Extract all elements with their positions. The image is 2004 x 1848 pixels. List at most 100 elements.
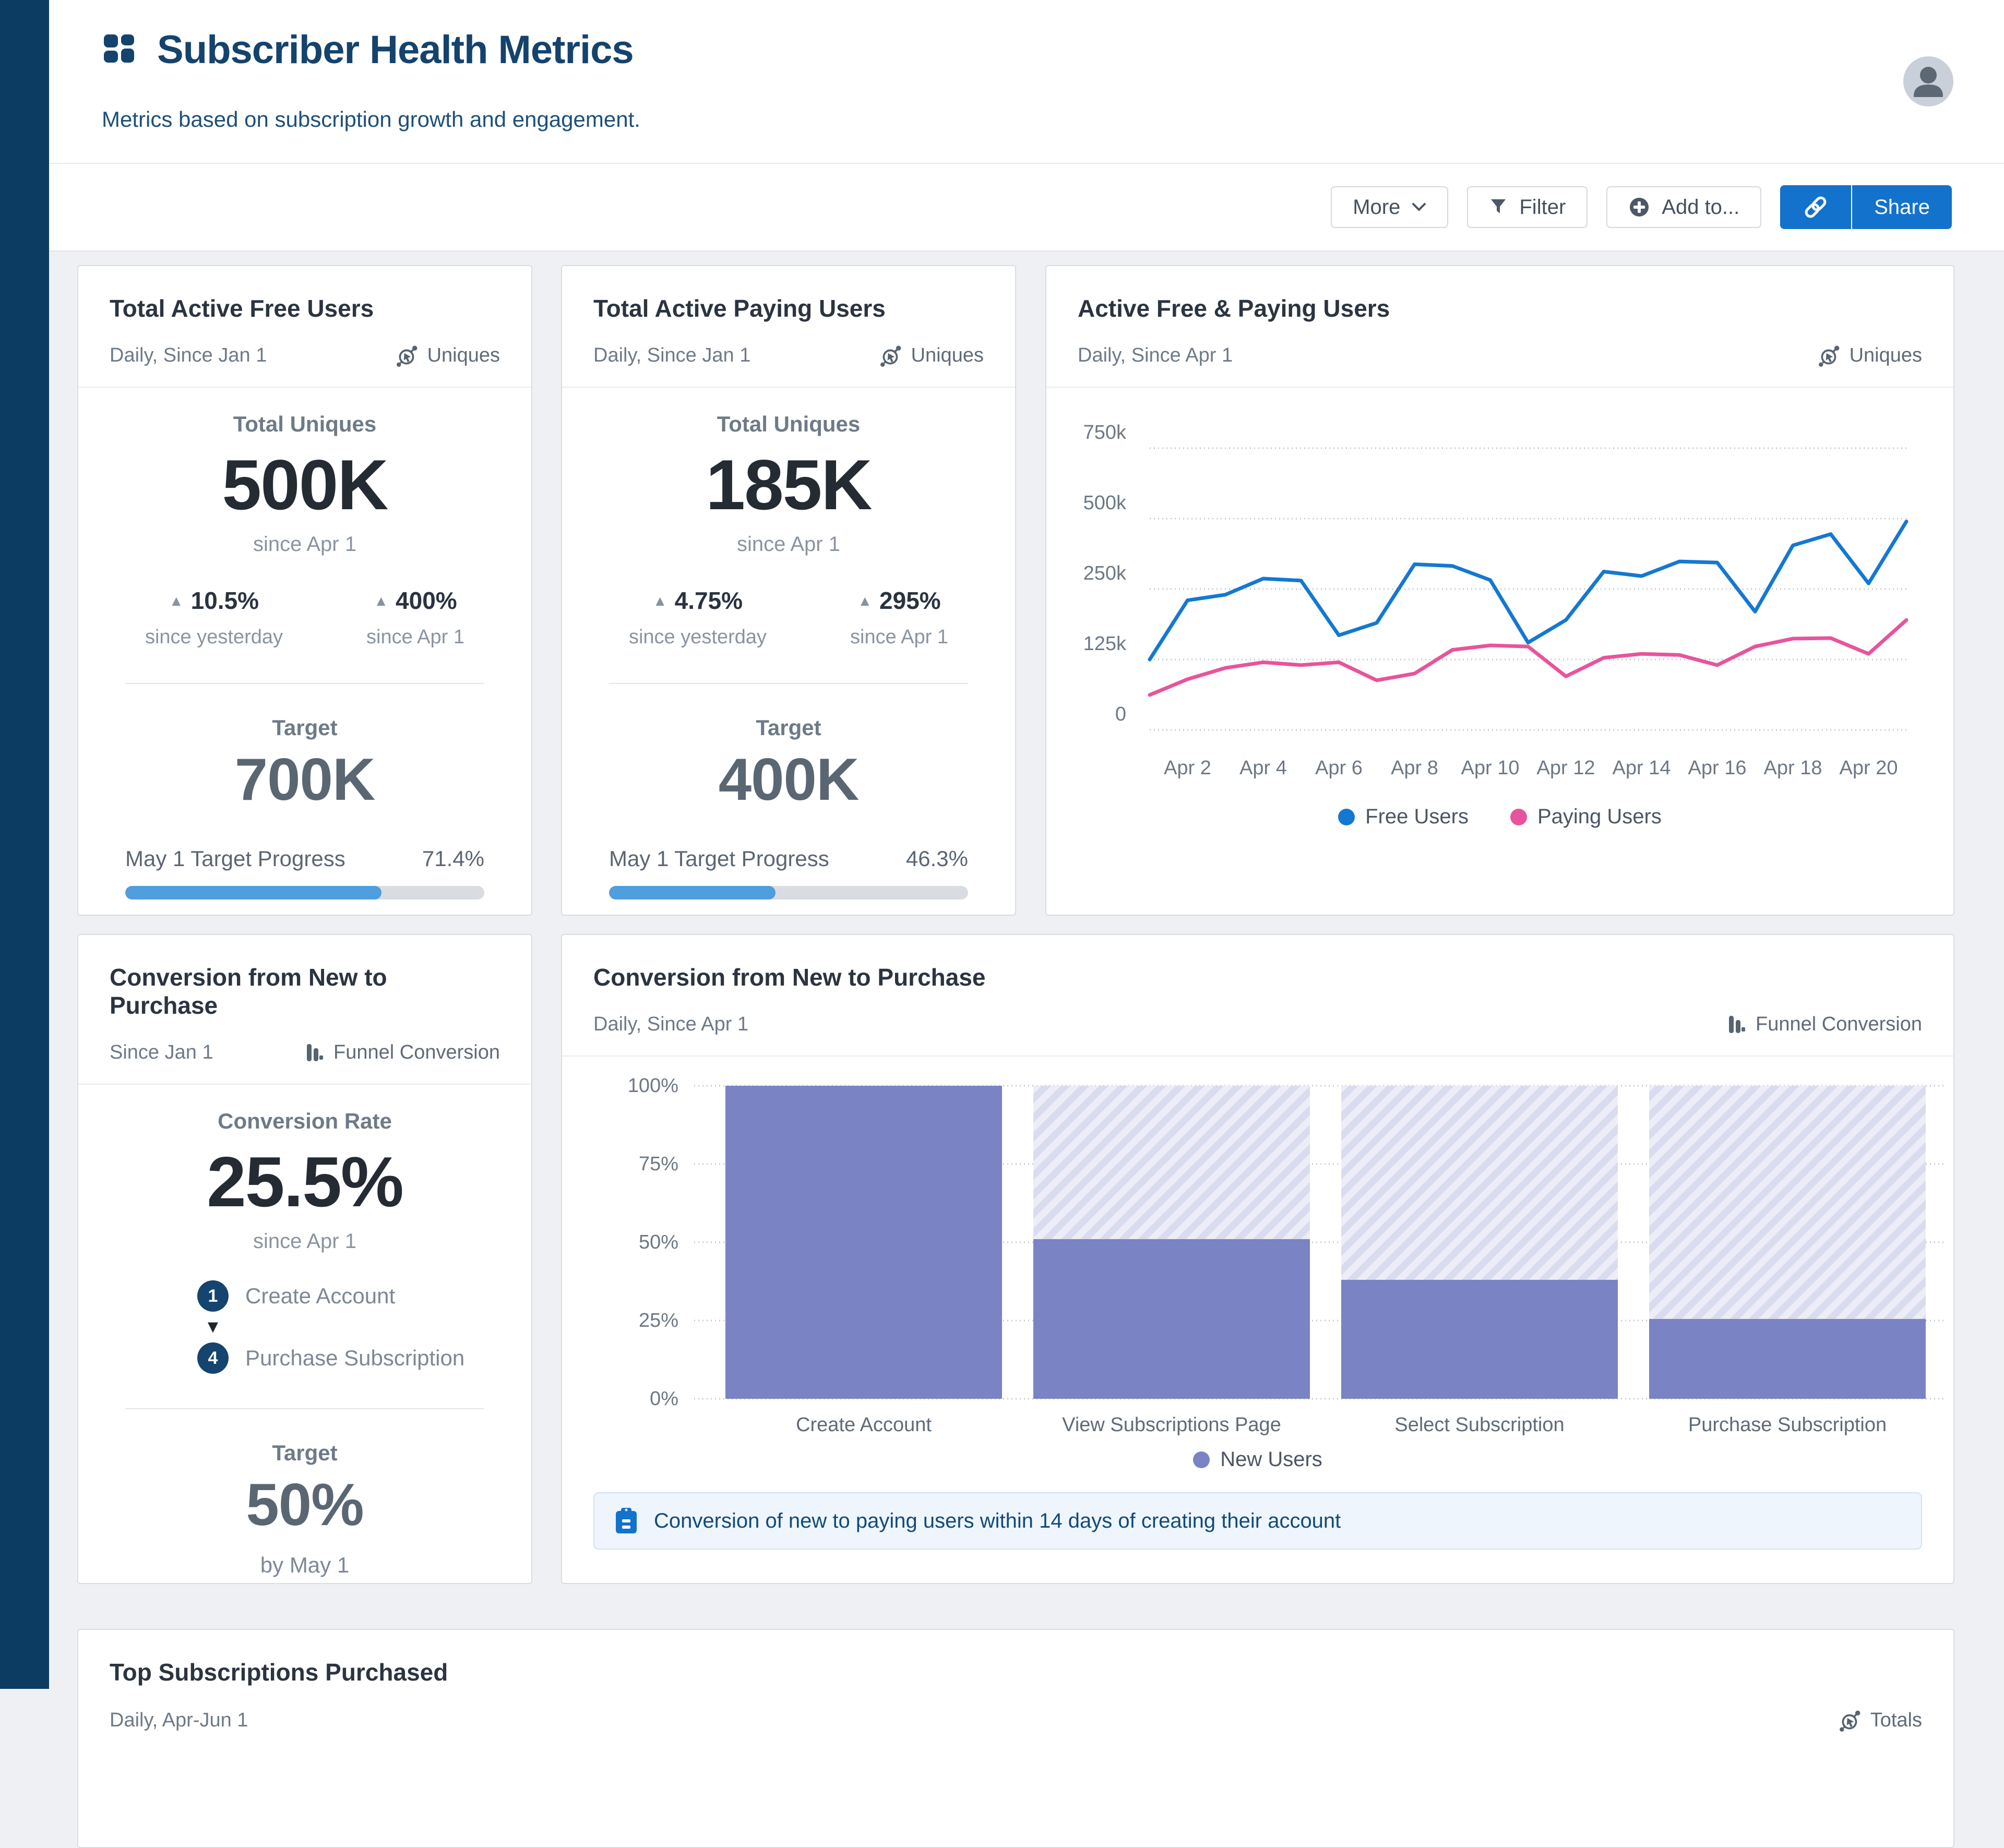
target-value: 50% (78, 1471, 531, 1539)
add-to-button[interactable]: Add to... (1606, 186, 1761, 228)
metric-since: since Apr 1 (562, 533, 1015, 556)
metric-value: 25.5% (78, 1141, 531, 1222)
progress-label: May 1 Target Progress (609, 846, 829, 871)
target-progress-bar (125, 886, 484, 899)
more-button[interactable]: More (1331, 186, 1448, 228)
share-split-button: Share (1780, 185, 1952, 229)
svg-text:Apr 12: Apr 12 (1537, 757, 1595, 779)
svg-text:Apr 2: Apr 2 (1164, 757, 1211, 779)
divider (609, 683, 968, 684)
card-header: Top Subscriptions Purchased Daily, Apr-J… (78, 1630, 1953, 1751)
svg-text:Create Account: Create Account (796, 1414, 932, 1436)
uniques-badge: Uniques (880, 344, 984, 367)
metric-since: since Apr 1 (78, 533, 531, 556)
funnel-conversion-icon (304, 1042, 324, 1064)
filter-button[interactable]: Filter (1467, 186, 1588, 228)
legend-label: Paying Users (1537, 805, 1662, 829)
person-icon (1903, 56, 1953, 106)
card-title: Total Active Free Users (110, 294, 500, 322)
card-total-active-paying-users[interactable]: Total Active Paying Users Daily, Since J… (561, 265, 1016, 916)
delta-since-apr1: ▲295% since Apr 1 (850, 586, 948, 649)
delta-since-yesterday: ▲4.75% since yesterday (629, 586, 767, 649)
svg-text:Apr 10: Apr 10 (1461, 757, 1520, 779)
card-meta: Daily, Since Jan 1 (593, 344, 750, 367)
uniques-icon (396, 345, 418, 367)
step-number-badge: 4 (197, 1342, 229, 1374)
down-triangle-icon: ▼ (197, 1317, 229, 1337)
card-meta: Daily, Since Apr 1 (593, 1013, 748, 1036)
funnel-step-1: 1 Create Account (197, 1280, 531, 1312)
funnel-conversion-badge: Funnel Conversion (1726, 1013, 1922, 1036)
funnel-step-2: 4 Purchase Subscription (197, 1342, 531, 1374)
share-button-label: Share (1874, 196, 1930, 219)
more-button-label: More (1353, 196, 1400, 219)
add-to-button-label: Add to... (1662, 196, 1739, 219)
page-subtitle: Metrics based on subscription growth and… (102, 107, 640, 132)
card-header: Total Active Free Users Daily, Since Jan… (78, 266, 531, 388)
card-header: Active Free & Paying Users Daily, Since … (1046, 266, 1953, 388)
totals-badge: Totals (1839, 1709, 1922, 1732)
card-header: Conversion from New to Purchase Since Ja… (78, 935, 531, 1085)
svg-text:Apr 18: Apr 18 (1764, 757, 1822, 779)
divider (125, 683, 484, 684)
funnel-conversion-badge-label: Funnel Conversion (333, 1041, 500, 1064)
svg-text:0%: 0% (650, 1388, 678, 1410)
legend-item-new-users[interactable]: New Users (1193, 1448, 1322, 1471)
card-conversion-funnel-chart[interactable]: Conversion from New to Purchase Daily, S… (561, 934, 1954, 1584)
card-active-free-paying-users-chart[interactable]: Active Free & Paying Users Daily, Since … (1045, 265, 1954, 916)
svg-text:Apr 16: Apr 16 (1688, 757, 1747, 779)
page-title: Subscriber Health Metrics (157, 27, 634, 73)
up-triangle-icon: ▲ (169, 593, 184, 609)
line-chart-legend: Free Users Paying Users (1046, 805, 1953, 829)
target-label: Target (562, 715, 1015, 740)
divider (125, 1408, 484, 1409)
target-caption: by May 1 (78, 1553, 531, 1578)
legend-label: Free Users (1365, 805, 1469, 829)
metric-label: Total Uniques (562, 412, 1015, 437)
svg-text:25%: 25% (639, 1310, 678, 1331)
legend-dot-new-users (1193, 1451, 1210, 1468)
card-meta: Daily, Since Apr 1 (1078, 344, 1233, 367)
funnel-steps: 1 Create Account ▼ 4 Purchase Subscripti… (197, 1280, 531, 1374)
progress-label: May 1 Target Progress (125, 846, 345, 871)
metric-label: Conversion Rate (78, 1109, 531, 1134)
funnel-note: Conversion of new to paying users within… (593, 1492, 1922, 1550)
metric-value: 500K (78, 444, 531, 525)
card-conversion-kpi[interactable]: Conversion from New to Purchase Since Ja… (77, 934, 532, 1584)
add-circle-icon (1628, 196, 1650, 218)
card-title: Conversion from New to Purchase (110, 963, 500, 1019)
share-button[interactable]: Share (1851, 185, 1952, 229)
svg-text:125k: 125k (1083, 633, 1127, 655)
card-title: Conversion from New to Purchase (593, 963, 1922, 991)
left-brand-stripe (0, 0, 49, 1689)
svg-text:250k: 250k (1083, 562, 1127, 584)
svg-text:Apr 14: Apr 14 (1613, 757, 1671, 779)
dashboard-page: Subscriber Health Metrics Metrics based … (0, 0, 2004, 1689)
svg-text:View Subscriptions Page: View Subscriptions Page (1062, 1414, 1281, 1436)
delta-since-apr1: ▲400% since Apr 1 (366, 586, 464, 649)
metric-label: Total Uniques (78, 412, 531, 437)
user-avatar[interactable] (1903, 56, 1953, 106)
uniques-icon (880, 345, 902, 367)
card-top-subscriptions-purchased[interactable]: Top Subscriptions Purchased Daily, Apr-J… (77, 1629, 1954, 1848)
svg-text:Apr 20: Apr 20 (1840, 757, 1898, 779)
card-title: Total Active Paying Users (593, 294, 984, 322)
legend-item-free-users[interactable]: Free Users (1338, 805, 1469, 829)
svg-text:Purchase Subscription: Purchase Subscription (1688, 1414, 1887, 1436)
chevron-down-icon (1412, 202, 1426, 212)
card-total-active-free-users[interactable]: Total Active Free Users Daily, Since Jan… (77, 265, 532, 916)
link-icon (1802, 194, 1829, 221)
funnel-chart-legend: New Users (562, 1448, 1953, 1471)
legend-item-paying-users[interactable]: Paying Users (1510, 805, 1662, 829)
target-label: Target (78, 715, 531, 740)
copy-link-button[interactable] (1780, 185, 1851, 229)
up-triangle-icon: ▲ (653, 593, 667, 609)
card-title: Active Free & Paying Users (1078, 294, 1922, 322)
card-meta: Daily, Apr-Jun 1 (110, 1709, 248, 1732)
card-meta: Since Jan 1 (110, 1041, 213, 1064)
svg-text:0: 0 (1115, 703, 1126, 725)
totals-icon (1839, 1710, 1861, 1732)
svg-text:Select Subscription: Select Subscription (1394, 1414, 1564, 1436)
